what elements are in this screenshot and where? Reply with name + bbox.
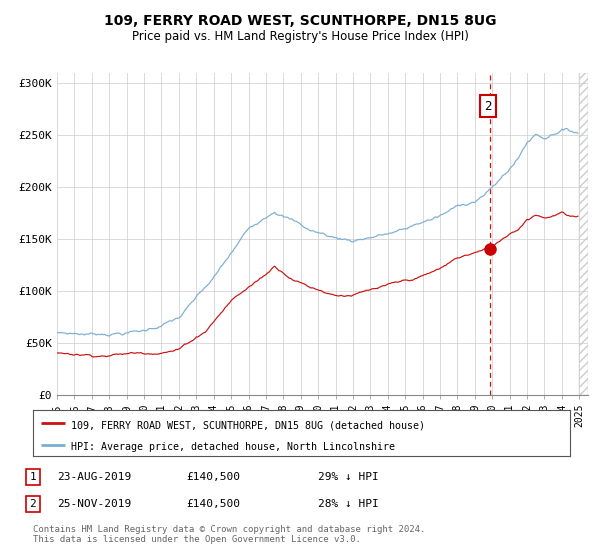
Text: HPI: Average price, detached house, North Lincolnshire: HPI: Average price, detached house, Nort… — [71, 442, 395, 452]
Text: 1: 1 — [29, 472, 37, 482]
Text: 109, FERRY ROAD WEST, SCUNTHORPE, DN15 8UG (detached house): 109, FERRY ROAD WEST, SCUNTHORPE, DN15 8… — [71, 420, 425, 430]
Text: 2: 2 — [484, 100, 491, 113]
Text: 23-AUG-2019: 23-AUG-2019 — [57, 472, 131, 482]
Text: 2: 2 — [29, 499, 37, 509]
Text: 28% ↓ HPI: 28% ↓ HPI — [318, 499, 379, 509]
Text: Price paid vs. HM Land Registry's House Price Index (HPI): Price paid vs. HM Land Registry's House … — [131, 30, 469, 43]
Text: £140,500: £140,500 — [186, 499, 240, 509]
Text: 25-NOV-2019: 25-NOV-2019 — [57, 499, 131, 509]
Text: 109, FERRY ROAD WEST, SCUNTHORPE, DN15 8UG: 109, FERRY ROAD WEST, SCUNTHORPE, DN15 8… — [104, 14, 496, 28]
Text: 29% ↓ HPI: 29% ↓ HPI — [318, 472, 379, 482]
Text: £140,500: £140,500 — [186, 472, 240, 482]
Text: Contains HM Land Registry data © Crown copyright and database right 2024.
This d: Contains HM Land Registry data © Crown c… — [33, 525, 425, 544]
